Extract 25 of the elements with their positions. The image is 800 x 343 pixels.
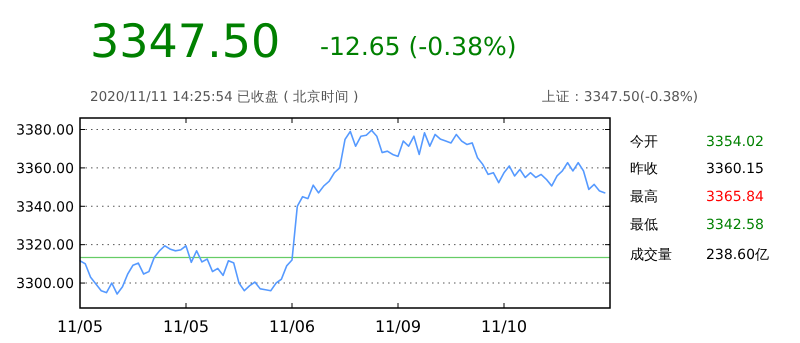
chart-subtitle: -12.65 (-0.38%): [320, 32, 516, 61]
text: 2020/11/11 14:25:54 已收盘 ( 北京时间 ): [90, 89, 358, 105]
x-tick-label: 11/06: [268, 317, 316, 336]
x-tick-label: 11/05: [56, 317, 104, 336]
category-label: 昨收: [630, 161, 658, 177]
text: 3365.84: [706, 189, 764, 205]
category-label: 成交量: [630, 247, 672, 263]
x-tick-label: 11/10: [480, 317, 528, 336]
category-label: 最低: [630, 217, 658, 233]
y-tick-label: 3300.00: [16, 276, 74, 292]
text: 3360.15: [706, 161, 764, 177]
y-tick-label: 3340.00: [16, 199, 74, 216]
y-tick-label: 3360.00: [16, 160, 74, 177]
chart-title: 3347.50: [90, 14, 280, 68]
text: 上证：3347.50(-0.38%): [542, 89, 698, 105]
text: 3342.58: [706, 217, 764, 233]
category-label: 今开: [630, 134, 658, 150]
text: 238.60亿: [706, 247, 769, 263]
category-label: 最高: [630, 189, 658, 205]
line-series: [79, 129, 606, 295]
y-tick-label: 3320.00: [16, 238, 74, 254]
x-tick-label: 11/05: [162, 317, 210, 336]
x-tick-label: 11/09: [374, 317, 422, 336]
text: 3354.02: [706, 134, 764, 150]
y-tick-label: 3380.00: [16, 122, 74, 139]
